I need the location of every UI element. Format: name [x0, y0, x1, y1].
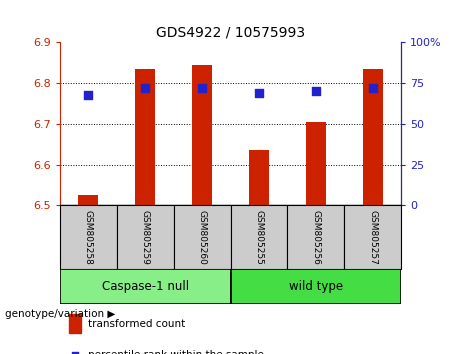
Bar [135, 69, 155, 205]
Point [255, 90, 263, 96]
Point [85, 92, 92, 97]
Text: GSM805259: GSM805259 [141, 210, 150, 265]
Bar [287, 205, 344, 269]
Text: wild type: wild type [289, 280, 343, 293]
Text: GSM805257: GSM805257 [368, 210, 377, 265]
Bar [60, 205, 117, 269]
Bar [60, 269, 230, 304]
Bar [306, 122, 326, 205]
Bar [69, 314, 81, 333]
Text: GSM805260: GSM805260 [198, 210, 207, 265]
Text: GSM805255: GSM805255 [254, 210, 263, 265]
Point [142, 85, 149, 91]
Point [71, 353, 78, 354]
Title: GDS4922 / 10575993: GDS4922 / 10575993 [156, 26, 305, 40]
Text: genotype/variation ▶: genotype/variation ▶ [5, 309, 115, 319]
Bar [230, 205, 287, 269]
Text: transformed count: transformed count [88, 319, 185, 329]
Text: percentile rank within the sample: percentile rank within the sample [88, 350, 264, 354]
Text: Caspase-1 null: Caspase-1 null [102, 280, 189, 293]
Bar [344, 205, 401, 269]
Bar [230, 269, 401, 304]
Text: GSM805256: GSM805256 [311, 210, 320, 265]
Bar [363, 69, 383, 205]
Point [198, 85, 206, 91]
Text: GSM805258: GSM805258 [84, 210, 93, 265]
Point [369, 85, 376, 91]
Bar [117, 205, 174, 269]
Bar [174, 205, 230, 269]
Bar [249, 150, 269, 205]
Bar [78, 195, 98, 205]
Point [312, 88, 319, 94]
Bar [192, 65, 212, 205]
